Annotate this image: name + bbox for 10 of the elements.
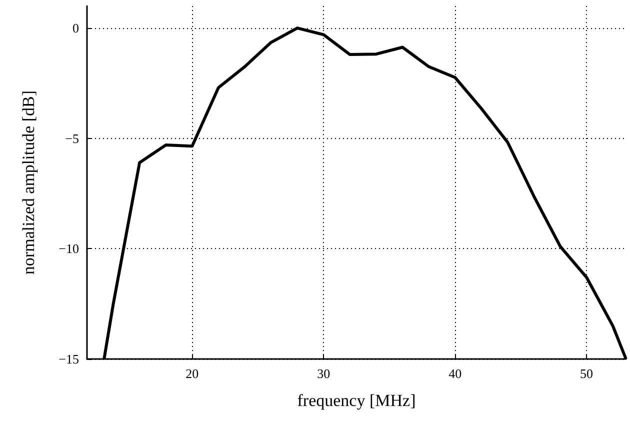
x-tick-label: 50 [580,366,594,381]
y-tick-label: 0 [72,20,79,36]
y-axis-title: normalized amplitude [dB] [19,90,38,275]
y-tick-label: −10 [58,241,79,256]
x-axis-title: frequency [MHz] [297,391,416,410]
y-tick-label: −5 [65,130,79,146]
y-tick-label: −15 [58,352,79,366]
x-tick-label: 30 [317,366,330,381]
x-tick-label: 40 [448,366,462,381]
x-tick-label: 20 [186,366,199,381]
